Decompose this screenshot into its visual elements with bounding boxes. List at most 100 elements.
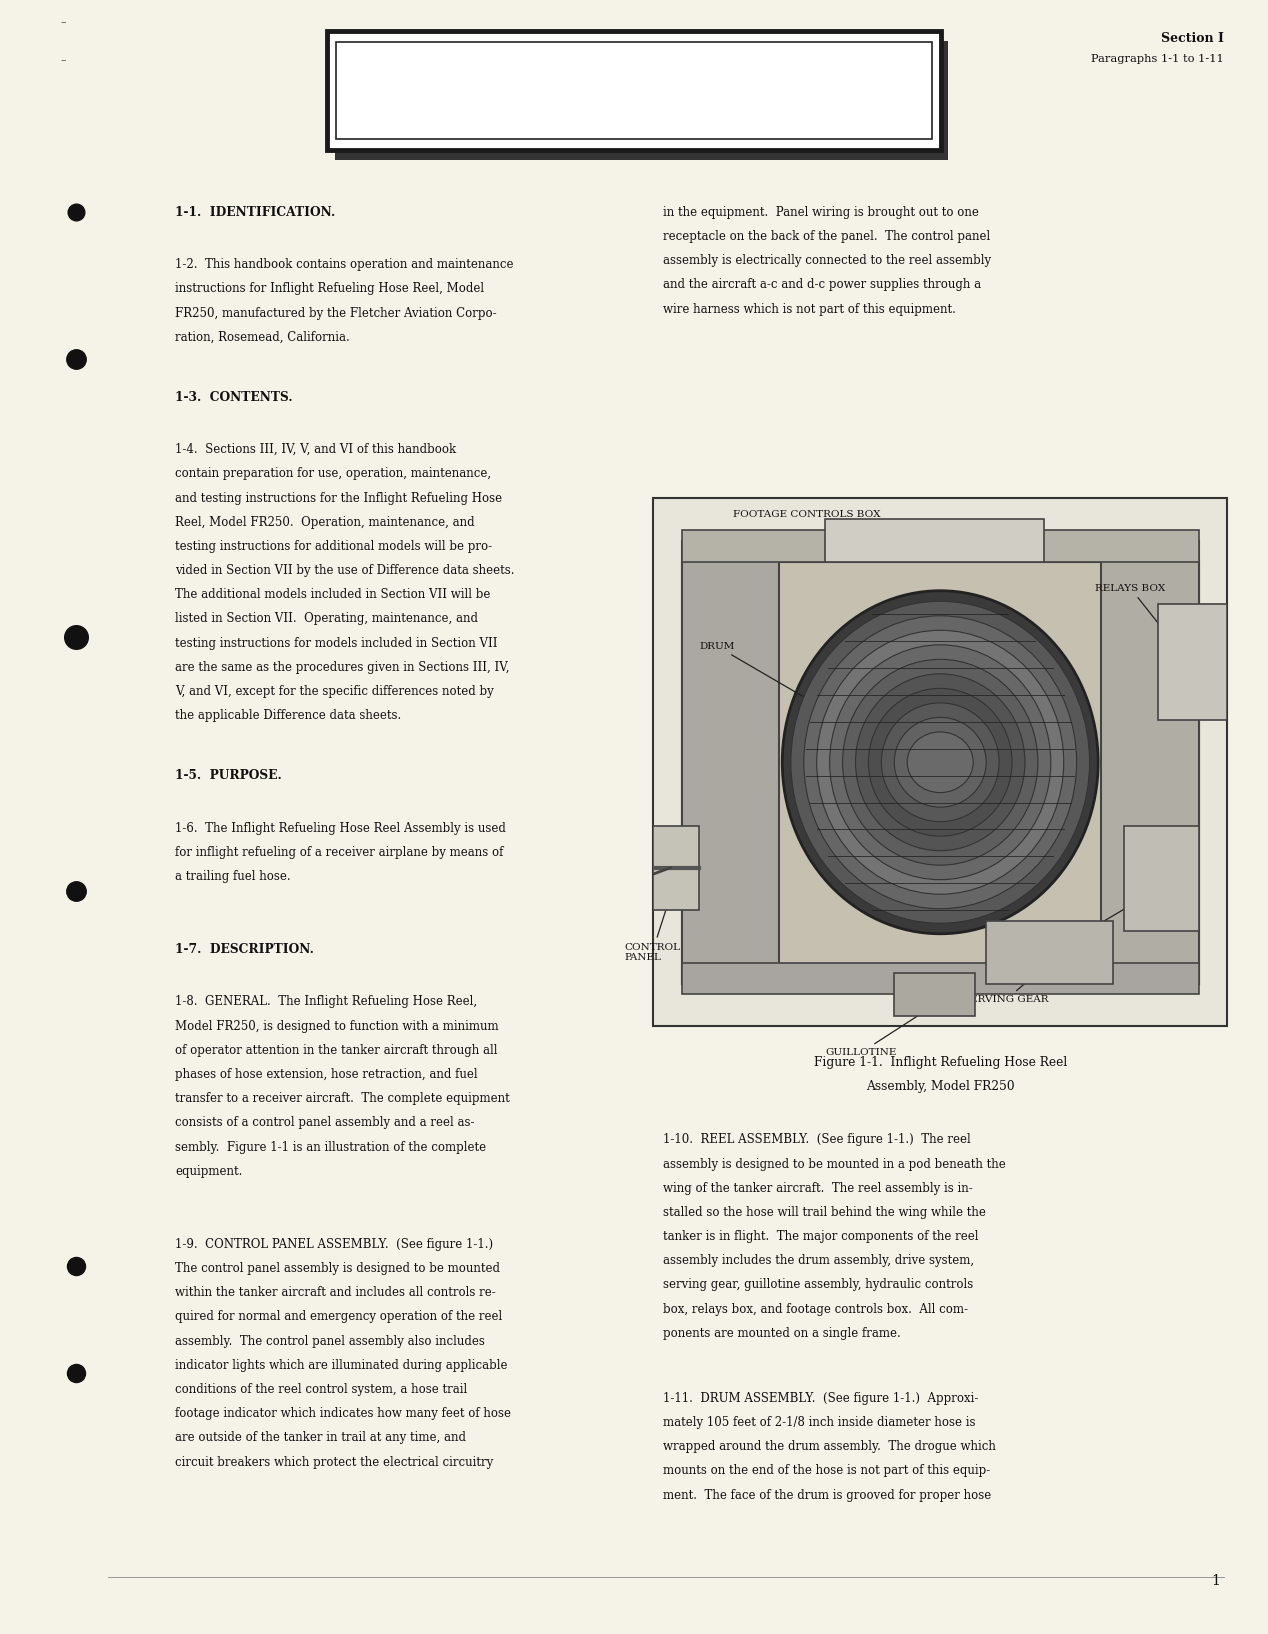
Ellipse shape [804, 616, 1077, 909]
Bar [682, 529, 1198, 562]
Text: listed in Section VII.  Operating, maintenance, and: listed in Section VII. Operating, mainte… [175, 613, 478, 626]
Bar [336, 42, 932, 139]
Text: GUILLOTINE: GUILLOTINE [825, 1007, 931, 1057]
Text: and testing instructions for the Inflight Refueling Hose: and testing instructions for the Infligh… [175, 492, 502, 505]
Text: INTRODUCTION AND DESCRIPTION: INTRODUCTION AND DESCRIPTION [462, 121, 806, 137]
Text: in the equipment.  Panel wiring is brought out to one: in the equipment. Panel wiring is brough… [663, 206, 979, 219]
Text: –: – [61, 18, 66, 28]
Text: stalled so the hose will trail behind the wing while the: stalled so the hose will trail behind th… [663, 1206, 987, 1219]
Text: 1-1.  IDENTIFICATION.: 1-1. IDENTIFICATION. [175, 206, 335, 219]
Text: RELAYS BOX: RELAYS BOX [1096, 583, 1191, 663]
Ellipse shape [907, 732, 974, 792]
Text: sembly.  Figure 1-1 is an illustration of the complete: sembly. Figure 1-1 is an illustration of… [175, 1141, 486, 1154]
Text: 1-9.  CONTROL PANEL ASSEMBLY.  (See figure 1-1.): 1-9. CONTROL PANEL ASSEMBLY. (See figure… [175, 1239, 493, 1252]
Text: 1-8.  GENERAL.  The Inflight Refueling Hose Reel,: 1-8. GENERAL. The Inflight Refueling Hos… [175, 995, 477, 1008]
Text: Section I: Section I [1160, 31, 1224, 44]
Text: serving gear, guillotine assembly, hydraulic controls: serving gear, guillotine assembly, hydra… [663, 1278, 974, 1291]
Text: contain preparation for use, operation, maintenance,: contain preparation for use, operation, … [175, 467, 491, 480]
Text: Figure 1-1.  Inflight Refueling Hose Reel: Figure 1-1. Inflight Refueling Hose Reel [814, 1056, 1066, 1069]
Text: DRUM: DRUM [699, 642, 822, 708]
Bar [653, 498, 1227, 1026]
Bar [825, 520, 1044, 562]
Ellipse shape [782, 592, 1098, 933]
Text: CONTROL
PANEL: CONTROL PANEL [624, 882, 681, 962]
Ellipse shape [817, 631, 1064, 894]
Text: assembly includes the drum assembly, drive system,: assembly includes the drum assembly, dri… [663, 1255, 974, 1268]
Text: testing instructions for models included in Section VII: testing instructions for models included… [175, 637, 497, 650]
Text: assembly.  The control panel assembly also includes: assembly. The control panel assembly als… [175, 1335, 484, 1348]
Text: SECTION I: SECTION I [577, 92, 691, 109]
Bar [653, 825, 699, 910]
Text: the applicable Difference data sheets.: the applicable Difference data sheets. [175, 709, 401, 722]
Text: phases of hose extension, hose retraction, and fuel: phases of hose extension, hose retractio… [175, 1069, 478, 1082]
Text: NAVAER 03-100C-502: NAVAER 03-100C-502 [558, 31, 710, 44]
Text: transfer to a receiver aircraft.  The complete equipment: transfer to a receiver aircraft. The com… [175, 1092, 510, 1105]
Text: testing instructions for additional models will be pro-: testing instructions for additional mode… [175, 539, 492, 552]
Bar [682, 962, 1198, 995]
Text: wire harness which is not part of this equipment.: wire harness which is not part of this e… [663, 302, 956, 315]
Bar [1123, 825, 1198, 931]
Polygon shape [1101, 541, 1198, 984]
Text: indicator lights which are illuminated during applicable: indicator lights which are illuminated d… [175, 1359, 507, 1373]
Text: vided in Section VII by the use of Difference data sheets.: vided in Section VII by the use of Diffe… [175, 564, 515, 577]
Text: tanker is in flight.  The major components of the reel: tanker is in flight. The major component… [663, 1230, 979, 1243]
Text: V, and VI, except for the specific differences noted by: V, and VI, except for the specific diffe… [175, 685, 493, 698]
Text: instructions for Inflight Refueling Hose Reel, Model: instructions for Inflight Refueling Hose… [175, 283, 484, 296]
Polygon shape [682, 541, 780, 984]
Ellipse shape [881, 703, 999, 822]
Bar [894, 974, 975, 1016]
Text: SERVING GEAR: SERVING GEAR [964, 961, 1052, 1005]
Ellipse shape [791, 601, 1089, 923]
Text: The control panel assembly is designed to be mounted: The control panel assembly is designed t… [175, 1261, 500, 1275]
Text: wrapped around the drum assembly.  The drogue which: wrapped around the drum assembly. The dr… [663, 1440, 997, 1453]
Text: are the same as the procedures given in Sections III, IV,: are the same as the procedures given in … [175, 660, 510, 673]
Text: and the aircraft a-c and d-c power supplies through a: and the aircraft a-c and d-c power suppl… [663, 278, 981, 291]
Text: of operator attention in the tanker aircraft through all: of operator attention in the tanker airc… [175, 1044, 497, 1057]
Bar [987, 920, 1112, 984]
Text: are outside of the tanker in trail at any time, and: are outside of the tanker in trail at an… [175, 1431, 465, 1444]
Text: mately 105 feet of 2-1/8 inch inside diameter hose is: mately 105 feet of 2-1/8 inch inside dia… [663, 1417, 975, 1430]
Text: 1-6.  The Inflight Refueling Hose Reel Assembly is used: 1-6. The Inflight Refueling Hose Reel As… [175, 822, 506, 835]
Text: HYDRAULIC
CONTROLS BOX: HYDRAULIC CONTROLS BOX [988, 891, 1155, 972]
Ellipse shape [856, 673, 1025, 851]
Text: wing of the tanker aircraft.  The reel assembly is in-: wing of the tanker aircraft. The reel as… [663, 1181, 973, 1194]
Text: 1: 1 [1211, 1574, 1220, 1588]
Text: for inflight refueling of a receiver airplane by means of: for inflight refueling of a receiver air… [175, 846, 503, 859]
Text: ment.  The face of the drum is grooved for proper hose: ment. The face of the drum is grooved fo… [663, 1489, 992, 1502]
Text: 1-7.  DESCRIPTION.: 1-7. DESCRIPTION. [175, 943, 314, 956]
Bar [335, 41, 948, 160]
Text: consists of a control panel assembly and a reel as-: consists of a control panel assembly and… [175, 1116, 474, 1129]
Text: equipment.: equipment. [175, 1165, 242, 1178]
Text: assembly is electrically connected to the reel assembly: assembly is electrically connected to th… [663, 255, 992, 268]
Polygon shape [682, 562, 1198, 984]
Text: within the tanker aircraft and includes all controls re-: within the tanker aircraft and includes … [175, 1286, 496, 1299]
Text: ration, Rosemead, California.: ration, Rosemead, California. [175, 330, 350, 343]
Text: conditions of the reel control system, a hose trail: conditions of the reel control system, a… [175, 1382, 467, 1395]
Text: FR250, manufactured by the Fletcher Aviation Corpo-: FR250, manufactured by the Fletcher Avia… [175, 307, 497, 320]
Bar [327, 31, 941, 150]
Text: Model FR250, is designed to function with a minimum: Model FR250, is designed to function wit… [175, 1020, 498, 1033]
Text: 1-3.  CONTENTS.: 1-3. CONTENTS. [175, 391, 293, 404]
Ellipse shape [894, 717, 987, 807]
Text: 1-2.  This handbook contains operation and maintenance: 1-2. This handbook contains operation an… [175, 258, 514, 271]
Text: ponents are mounted on a single frame.: ponents are mounted on a single frame. [663, 1327, 900, 1340]
Text: a trailing fuel hose.: a trailing fuel hose. [175, 869, 290, 882]
Text: –: – [61, 56, 66, 65]
Text: 1-5.  PURPOSE.: 1-5. PURPOSE. [175, 770, 281, 783]
Text: Assembly, Model FR250: Assembly, Model FR250 [866, 1080, 1014, 1093]
Text: 1-11.  DRUM ASSEMBLY.  (See figure 1-1.)  Approxi-: 1-11. DRUM ASSEMBLY. (See figure 1-1.) A… [663, 1392, 979, 1405]
Ellipse shape [842, 660, 1038, 864]
Text: Reel, Model FR250.  Operation, maintenance, and: Reel, Model FR250. Operation, maintenanc… [175, 516, 474, 529]
Text: box, relays box, and footage controls box.  All com-: box, relays box, and footage controls bo… [663, 1302, 969, 1315]
Text: 1-4.  Sections III, IV, V, and VI of this handbook: 1-4. Sections III, IV, V, and VI of this… [175, 443, 456, 456]
Ellipse shape [829, 645, 1051, 879]
Bar [1159, 605, 1227, 721]
Text: 1-10.  REEL ASSEMBLY.  (See figure 1-1.)  The reel: 1-10. REEL ASSEMBLY. (See figure 1-1.) T… [663, 1134, 971, 1147]
Text: FOOTAGE CONTROLS BOX: FOOTAGE CONTROLS BOX [733, 510, 924, 551]
Text: Paragraphs 1-1 to 1-11: Paragraphs 1-1 to 1-11 [1090, 54, 1224, 64]
Text: mounts on the end of the hose is not part of this equip-: mounts on the end of the hose is not par… [663, 1464, 990, 1477]
Text: footage indicator which indicates how many feet of hose: footage indicator which indicates how ma… [175, 1407, 511, 1420]
Text: assembly is designed to be mounted in a pod beneath the: assembly is designed to be mounted in a … [663, 1157, 1006, 1170]
Text: quired for normal and emergency operation of the reel: quired for normal and emergency operatio… [175, 1310, 502, 1324]
Text: circuit breakers which protect the electrical circuitry: circuit breakers which protect the elect… [175, 1456, 493, 1469]
